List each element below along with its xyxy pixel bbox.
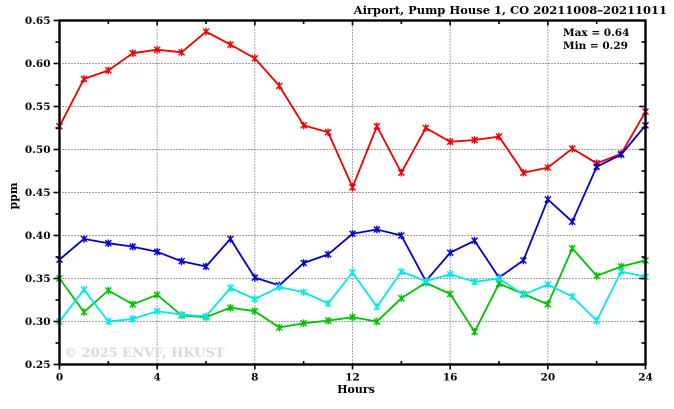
series-red-line <box>58 30 647 189</box>
gridlines <box>59 20 646 365</box>
x-tick-label: 0 <box>56 372 63 384</box>
data-series <box>56 27 649 336</box>
y-tick-label: 0.40 <box>25 230 51 242</box>
plot-frame-and-ticks <box>53 19 647 370</box>
chart-title: Airport, Pump House 1, CO 20211008–20211… <box>353 3 667 17</box>
y-tick-label: 0.65 <box>25 15 51 27</box>
x-tick-label: 8 <box>251 372 258 384</box>
min-annotation: Min = 0.29 <box>563 40 628 52</box>
y-tick-label: 0.55 <box>25 101 51 113</box>
x-tick-label: 24 <box>638 372 653 384</box>
series-red-markers <box>56 27 649 192</box>
tick-labels: 0 4 8 12 16 20 24 0.25 0.30 0.35 0.40 0.45 0.50 0.55 0… <box>25 15 653 384</box>
series-red <box>56 27 649 192</box>
y-tick-label: 0.25 <box>25 359 51 371</box>
y-tick-label: 0.35 <box>25 273 51 285</box>
y-tick-label: 0.45 <box>25 187 51 199</box>
max-annotation: Max = 0.64 <box>563 27 629 39</box>
y-tick-label: 0.50 <box>25 144 51 156</box>
x-tick-label: 16 <box>443 372 458 384</box>
y-tick-label: 0.30 <box>25 316 51 328</box>
x-tick-label: 20 <box>541 372 556 384</box>
y-axis-label: ppm <box>7 182 20 209</box>
watermark: © 2025 ENVF, HKUST <box>64 346 225 361</box>
x-axis-label: Hours <box>337 383 375 396</box>
x-tick-label: 4 <box>154 372 161 384</box>
y-tick-label: 0.60 <box>25 58 51 70</box>
x-tick-label: 12 <box>345 372 360 384</box>
